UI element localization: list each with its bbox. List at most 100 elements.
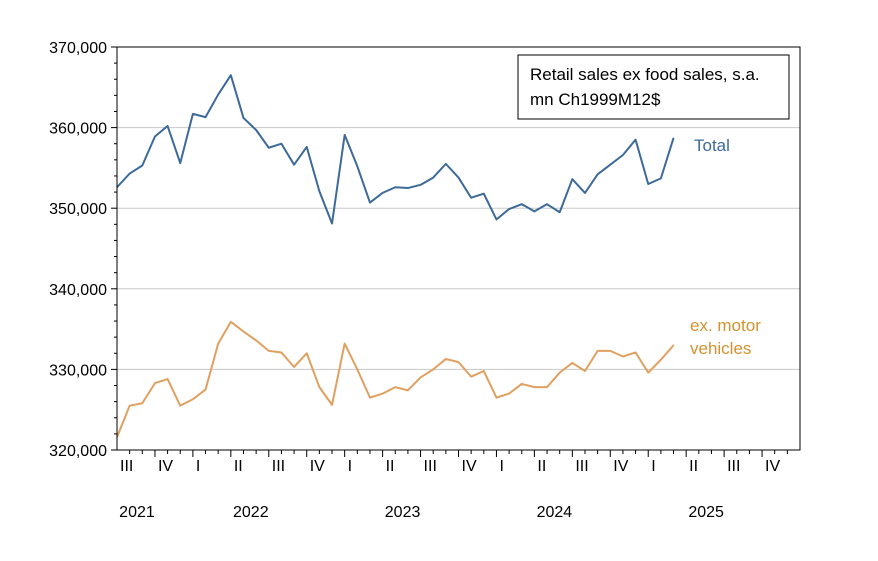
- data-point: [154, 135, 156, 138]
- data-point: [268, 147, 270, 149]
- data-point: [204, 388, 207, 391]
- legend-line-2: mn Ch1999M12$: [530, 90, 661, 109]
- x-year-label: 2024: [537, 504, 573, 521]
- data-point: [255, 129, 257, 131]
- data-point: [382, 392, 384, 395]
- data-point: [445, 358, 447, 360]
- data-point: [141, 164, 143, 167]
- x-quarter-label: IV: [613, 458, 628, 475]
- data-point: [597, 173, 599, 175]
- data-point: [141, 402, 143, 404]
- data-point: [356, 368, 358, 370]
- data-point: [495, 218, 498, 221]
- data-point: [521, 383, 523, 385]
- data-point: [495, 397, 498, 399]
- data-point: [584, 370, 586, 372]
- x-quarter-label: II: [689, 458, 698, 475]
- data-point: [192, 398, 194, 400]
- data-point: [293, 366, 295, 368]
- data-point: [419, 184, 422, 186]
- legend-line-1: Retail sales ex food sales, s.a.: [530, 65, 760, 84]
- data-point: [609, 164, 611, 166]
- legend-box: Retail sales ex food sales, s.a. mn Ch19…: [517, 54, 790, 120]
- x-quarter-label: III: [120, 458, 133, 475]
- data-point: [457, 361, 460, 363]
- y-tick-label: 360,000: [49, 121, 107, 138]
- x-quarter-label: III: [575, 458, 588, 475]
- data-point: [129, 405, 131, 407]
- data-point: [382, 192, 384, 194]
- y-tick-label: 340,000: [49, 282, 107, 299]
- x-quarter-label: III: [727, 458, 740, 475]
- x-year-label: 2025: [688, 504, 724, 521]
- data-point: [660, 177, 662, 179]
- data-point: [634, 139, 637, 141]
- y-tick-label: 350,000: [49, 201, 107, 218]
- data-point: [356, 165, 358, 167]
- data-point: [280, 143, 283, 145]
- data-point: [331, 404, 333, 406]
- series-label-ex-motor-vehicles: ex. motor vehicles: [690, 316, 766, 358]
- data-point: [634, 351, 637, 354]
- data-point: [230, 74, 232, 76]
- data-point: [660, 359, 662, 361]
- data-point: [369, 201, 371, 204]
- data-point: [647, 372, 649, 374]
- data-point: [407, 187, 409, 189]
- data-point: [306, 352, 308, 354]
- data-point: [597, 350, 599, 352]
- data-point: [622, 154, 624, 156]
- data-point: [672, 344, 675, 346]
- data-point: [394, 186, 396, 188]
- data-point: [432, 176, 434, 179]
- data-point: [179, 162, 181, 164]
- data-point: [508, 208, 510, 210]
- data-point: [521, 203, 523, 205]
- x-quarter-label: IV: [158, 458, 173, 475]
- x-quarter-label: IV: [462, 458, 477, 475]
- data-point: [622, 355, 624, 358]
- data-point: [318, 386, 320, 388]
- data-point: [584, 192, 586, 194]
- data-point: [533, 386, 535, 388]
- x-quarter-label: II: [386, 458, 395, 475]
- data-point: [306, 146, 308, 148]
- data-point: [255, 339, 257, 341]
- data-point: [280, 351, 283, 354]
- data-point: [268, 350, 270, 352]
- legend-frame: [517, 54, 790, 120]
- data-point: [230, 321, 232, 323]
- data-point: [672, 137, 675, 139]
- x-year-label: 2022: [233, 504, 269, 521]
- x-quarter-label: I: [499, 458, 503, 475]
- data-point: [483, 370, 485, 372]
- x-quarter-label: II: [537, 458, 546, 475]
- series-lines: [116, 74, 675, 438]
- data-point: [204, 116, 207, 118]
- data-point: [217, 93, 219, 96]
- data-point: [470, 197, 472, 199]
- data-point: [647, 183, 649, 185]
- data-point: [571, 178, 573, 180]
- data-point: [369, 397, 371, 399]
- x-quarter-label: IV: [765, 458, 780, 475]
- y-tick-label: 330,000: [49, 362, 107, 379]
- data-point: [293, 164, 295, 166]
- data-point: [533, 210, 535, 213]
- x-quarter-label: I: [196, 458, 200, 475]
- gridlines: [117, 127, 800, 370]
- data-point: [192, 113, 194, 115]
- data-point: [344, 134, 346, 136]
- data-point: [445, 163, 447, 165]
- data-point: [546, 386, 548, 388]
- data-point: [419, 376, 422, 379]
- data-point: [470, 376, 472, 378]
- data-point: [394, 386, 396, 388]
- data-point: [331, 222, 333, 225]
- data-point: [166, 378, 169, 380]
- x-quarter-label: I: [348, 458, 352, 475]
- data-point: [129, 172, 131, 175]
- x-year-label: 2021: [119, 504, 155, 521]
- data-point: [344, 343, 346, 345]
- x-quarter-label: IV: [310, 458, 325, 475]
